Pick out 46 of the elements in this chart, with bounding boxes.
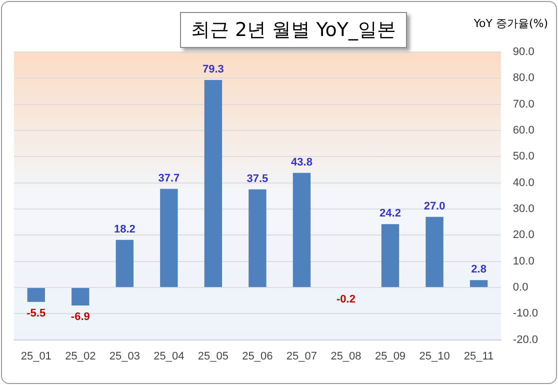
- x-tick-label: 25_05: [198, 350, 228, 362]
- y-tick-label: 70.0: [512, 98, 534, 110]
- data-label: 37.7: [158, 172, 180, 184]
- bar: [116, 240, 134, 287]
- bar: [292, 172, 311, 287]
- x-tick-label: 25_01: [20, 350, 52, 362]
- y-tick-label: -10.0: [512, 308, 538, 320]
- y-tick-label: 10.0: [512, 255, 534, 268]
- x-tick-label: 25_02: [65, 350, 96, 362]
- y-axis-title: YoY 증가율(%): [474, 16, 548, 31]
- x-tick-label: 25_09: [374, 350, 406, 362]
- y-tick-label: -20.0: [512, 334, 538, 346]
- data-label: -0.2: [336, 294, 356, 306]
- y-tick-label: 90.0: [512, 46, 534, 58]
- data-label: 37.5: [246, 172, 268, 185]
- bar: [160, 188, 178, 287]
- x-tick-label: 25_08: [330, 350, 362, 362]
- bar: [248, 189, 266, 287]
- bar: [72, 288, 90, 306]
- data-label: -5.5: [26, 307, 46, 320]
- x-tick-label: 25_04: [154, 350, 184, 362]
- y-tick-label: 0.0: [512, 282, 528, 294]
- data-label: 24.2: [380, 208, 401, 220]
- bar: [27, 288, 45, 302]
- bar: [470, 280, 488, 287]
- bar: [381, 224, 400, 287]
- x-tick-label: 25_11: [464, 350, 494, 362]
- data-label: 79.3: [202, 64, 224, 76]
- y-tick-label: 40.0: [512, 176, 534, 189]
- y-tick-label: 20.0: [512, 229, 534, 242]
- data-label: 18.2: [114, 223, 136, 236]
- x-tick-label: 25_06: [242, 350, 273, 362]
- chart-title: 최근 2년 월별 YoY_일본: [180, 12, 408, 48]
- x-tick-label: 25_10: [419, 350, 450, 362]
- bar: [204, 80, 222, 287]
- y-tick-label: 60.0: [512, 124, 534, 137]
- y-tick-label: 50.0: [512, 150, 534, 163]
- data-label: 43.8: [291, 156, 312, 168]
- bar: [426, 216, 444, 287]
- y-tick-label: 30.0: [512, 203, 534, 216]
- data-label: 2.8: [471, 264, 486, 276]
- x-tick-label: 25_07: [286, 350, 318, 362]
- x-tick-label: 25_03: [109, 350, 140, 362]
- y-tick-label: 80.0: [512, 72, 534, 84]
- data-label: 27.0: [424, 200, 446, 212]
- data-label: -6.9: [70, 311, 90, 324]
